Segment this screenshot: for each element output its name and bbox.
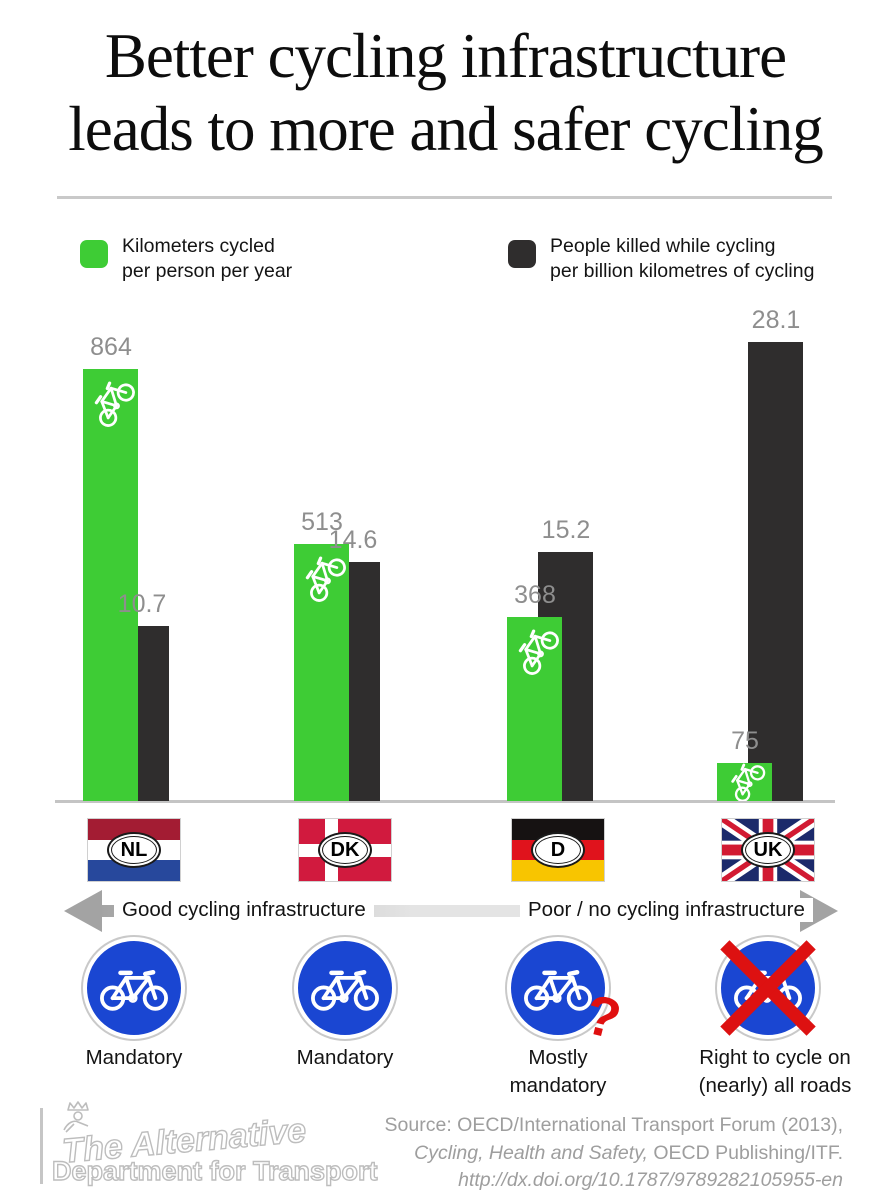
bicycle-icon [98, 962, 170, 1014]
value-label-km-nl: 864 [90, 333, 132, 361]
logo-text-line2: Department for Transport [51, 1155, 378, 1186]
country-oval-sticker: D [531, 832, 585, 868]
bar-group-uk: 75 28.1 [717, 306, 803, 801]
infrastructure-axis: Good cycling infrastructure Poor / no cy… [0, 886, 891, 936]
value-label-killed-uk: 28.1 [751, 306, 801, 334]
axis-label-poor: Poor / no cycling infrastructure [520, 898, 813, 922]
sign-label-nl: Mandatory [85, 1046, 183, 1069]
road-sign-mostly-mandatory-de [507, 937, 609, 1039]
bicycle-icon [507, 617, 562, 682]
legend-item-km-cycled: Kilometers cycled per person per year [80, 234, 292, 285]
country-oval-sticker: DK [318, 832, 372, 868]
legend-label-killed-line2: per billion kilometres of cycling [550, 260, 815, 283]
country-oval-sticker: NL [107, 832, 161, 868]
legend-swatch-green [80, 240, 108, 268]
page-title-line2: leads to more and safer cycling [68, 94, 823, 165]
crowned-cyclist-doodle-icon [63, 1101, 89, 1133]
flag-germany: D [512, 819, 604, 881]
legend-swatch-dark [508, 240, 536, 268]
sign-label-uk: Right to cycle on (nearly) all roads [698, 1046, 852, 1097]
source-line1: Source: OECD/International Transport For… [384, 1114, 843, 1136]
alternative-dft-logo: The Alternative Department for Transport [40, 1101, 378, 1189]
title-divider [57, 196, 832, 199]
bicycle-icon [83, 369, 138, 434]
country-code: NL [120, 838, 148, 861]
sign-label-de: Mostly mandatory [509, 1046, 607, 1097]
bicycle-icon [309, 962, 381, 1014]
value-label-km-dk: 513 [301, 508, 343, 536]
road-sign-crossed-uk [717, 937, 819, 1039]
axis-label-good: Good cycling infrastructure [114, 898, 374, 922]
country-code: D [550, 838, 566, 861]
page-title-line1: Better cycling infrastructure [104, 21, 787, 91]
value-label-killed-de: 15.2 [541, 516, 591, 544]
bicycle-icon [718, 763, 771, 801]
bar-group-nl: 864 10.7 [83, 331, 169, 801]
road-sign-mandatory-nl [83, 937, 185, 1039]
legend-label-km-line2: per person per year [122, 260, 293, 283]
sign-label-dk: Mandatory [296, 1046, 394, 1069]
value-label-km-uk: 75 [731, 727, 759, 755]
source-doi-link: http://dx.doi.org/10.1787/9789282105955-… [458, 1169, 843, 1192]
bar-km-uk [717, 763, 772, 801]
value-label-killed-dk: 14.6 [328, 526, 378, 554]
bar-km-nl [83, 369, 138, 801]
source-line2-rest: OECD Publishing/ITF. [647, 1141, 843, 1164]
flag-netherlands: NL [88, 819, 180, 881]
page-title: Better cycling infrastructure leads to m… [0, 20, 891, 166]
source-line2-italic: Cycling, Health and Safety, [414, 1141, 648, 1164]
value-label-km-de: 368 [514, 581, 556, 609]
bar-group-dk: 513 14.6 [294, 331, 380, 801]
bar-km-dk [294, 544, 349, 801]
country-code: UK [753, 838, 783, 861]
bar-km-de [507, 617, 562, 801]
value-label-killed-nl: 10.7 [117, 590, 167, 618]
bicycle-icon [522, 962, 594, 1014]
country-code: DK [330, 838, 360, 861]
bar-killed-uk [748, 342, 803, 801]
country-oval-sticker: UK [741, 832, 795, 868]
legend-item-killed: People killed while cycling per billion … [508, 234, 814, 285]
chart-baseline [55, 800, 835, 803]
source-attribution: Source: OECD/International Transport For… [385, 1112, 843, 1195]
road-sign-mandatory-dk [294, 937, 396, 1039]
legend-label-km-line1: Kilometers cycled [122, 235, 275, 257]
legend-label-killed-line1: People killed while cycling [550, 235, 776, 257]
flag-uk: UK [722, 819, 814, 881]
bar-group-de: 368 15.2 [507, 331, 593, 801]
flag-denmark: DK [299, 819, 391, 881]
bar-chart: 864 10.7 513 14.6 368 15.2 75 28.1 [0, 306, 891, 803]
